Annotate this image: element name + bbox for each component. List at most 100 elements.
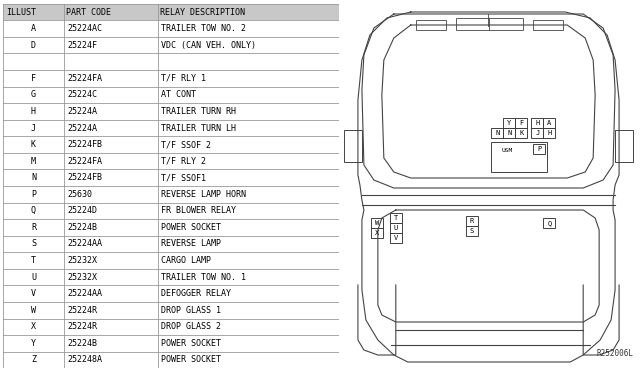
Text: Z: Z [31,356,36,365]
Bar [504,118,515,128]
Bar [344,130,362,162]
Bar [615,130,633,162]
Text: G: G [31,90,36,99]
Text: F: F [31,74,36,83]
Bar [515,128,527,138]
Text: DEFOGGER RELAY: DEFOGGER RELAY [161,289,231,298]
Text: H: H [547,130,552,136]
Bar [371,218,383,228]
Text: 25224R: 25224R [67,323,97,331]
Text: TRAILER TURN LH: TRAILER TURN LH [161,124,236,132]
Bar [492,128,504,138]
Bar [3,4,339,20]
Bar [543,218,556,228]
Bar [533,144,545,154]
Text: Q: Q [31,206,36,215]
Text: M: M [31,157,36,166]
Text: TRAILER TOW NO. 1: TRAILER TOW NO. 1 [161,273,246,282]
Text: POWER SOCKET: POWER SOCKET [161,339,221,348]
Text: 252248A: 252248A [67,356,102,365]
Text: T/F RLY 2: T/F RLY 2 [161,157,206,166]
Text: USM: USM [502,148,513,153]
Text: 25224FB: 25224FB [67,173,102,182]
Text: 25224A: 25224A [67,124,97,132]
Text: DROP GLASS 2: DROP GLASS 2 [161,323,221,331]
Text: Q: Q [547,220,552,226]
Text: RELAY DESCRIPTION: RELAY DESCRIPTION [161,7,246,16]
Bar [533,20,563,30]
Text: POWER SOCKET: POWER SOCKET [161,356,221,365]
Text: F: F [519,120,524,126]
Text: V: V [394,235,398,241]
Text: N: N [508,130,511,136]
Text: FR BLOWER RELAY: FR BLOWER RELAY [161,206,236,215]
Text: H: H [31,107,36,116]
Text: A: A [31,24,36,33]
Bar [416,20,445,30]
Text: Y: Y [31,339,36,348]
Text: 25224A: 25224A [67,107,97,116]
Bar [390,213,402,223]
Text: TRAILER TURN RH: TRAILER TURN RH [161,107,236,116]
Text: U: U [394,225,398,231]
Text: 25232X: 25232X [67,273,97,282]
Text: N: N [495,130,500,136]
Bar [531,128,543,138]
Text: H: H [535,120,540,126]
Text: T/F SSOF 2: T/F SSOF 2 [161,140,211,149]
Text: S: S [469,228,474,234]
Text: 25224C: 25224C [67,90,97,99]
Text: D: D [31,41,36,49]
Text: 25224AA: 25224AA [67,289,102,298]
Text: DROP GLASS 1: DROP GLASS 1 [161,306,221,315]
Text: W: W [375,220,379,226]
Bar [492,142,547,172]
Bar [515,118,527,128]
Text: 25224FA: 25224FA [67,157,102,166]
Bar [504,128,515,138]
Text: J: J [535,130,540,136]
Text: P: P [31,190,36,199]
Text: 25224AC: 25224AC [67,24,102,33]
Bar [456,18,524,30]
Bar [465,226,477,236]
Text: TRAILER TOW NO. 2: TRAILER TOW NO. 2 [161,24,246,33]
Text: T/F RLY 1: T/F RLY 1 [161,74,206,83]
Bar [543,128,556,138]
Text: 25224D: 25224D [67,206,97,215]
Text: REVERSE LAMP HORN: REVERSE LAMP HORN [161,190,246,199]
Text: 25630: 25630 [67,190,92,199]
Text: 25224FB: 25224FB [67,140,102,149]
Text: K: K [31,140,36,149]
Text: 25224B: 25224B [67,339,97,348]
Text: ILLUST: ILLUST [6,7,36,16]
Bar [371,228,383,238]
Bar [390,233,402,243]
Text: W: W [31,306,36,315]
Text: N: N [31,173,36,182]
Text: R: R [469,218,474,224]
Text: POWER SOCKET: POWER SOCKET [161,223,221,232]
Text: T: T [394,215,398,221]
Text: 25232X: 25232X [67,256,97,265]
Text: A: A [547,120,552,126]
Text: K: K [519,130,524,136]
Bar [531,118,543,128]
Text: PART CODE: PART CODE [67,7,111,16]
Text: R: R [31,223,36,232]
Text: T: T [31,256,36,265]
Text: Y: Y [508,120,511,126]
Text: 25224AA: 25224AA [67,240,102,248]
Text: S: S [31,240,36,248]
Text: U: U [31,273,36,282]
Bar [465,216,477,226]
Text: J: J [31,124,36,132]
Text: R252006L: R252006L [596,349,633,358]
Text: REVERSE LAMP: REVERSE LAMP [161,240,221,248]
Text: VDC (CAN VEH. ONLY): VDC (CAN VEH. ONLY) [161,41,256,49]
Text: 25224B: 25224B [67,223,97,232]
Text: 25224FA: 25224FA [67,74,102,83]
Text: X: X [31,323,36,331]
Text: V: V [31,289,36,298]
Text: 25224R: 25224R [67,306,97,315]
